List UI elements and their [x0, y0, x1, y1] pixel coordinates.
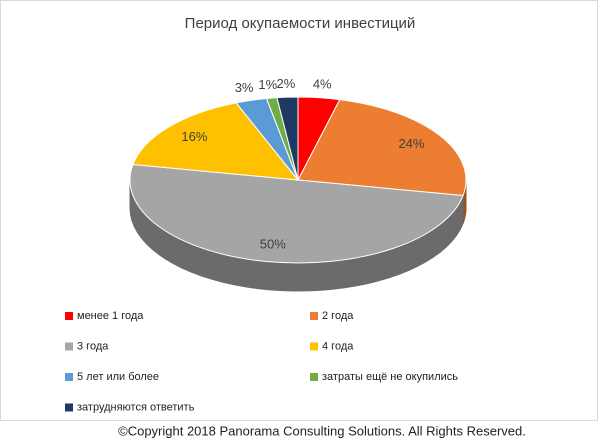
data-label: 1%: [258, 77, 277, 92]
data-label: 16%: [181, 129, 207, 144]
data-label: 24%: [398, 136, 424, 151]
data-label: 4%: [313, 77, 332, 92]
data-label: 2%: [276, 76, 295, 91]
slice: [297, 99, 467, 197]
legend-label: менее 1 года: [77, 310, 144, 322]
legend-label: 5 лет или более: [77, 371, 159, 383]
legend-swatch: [310, 312, 318, 320]
legend-swatch: [310, 373, 318, 381]
copyright: ©Copyright 2018 Panorama Consulting Solu…: [118, 423, 526, 438]
legend-swatch: [65, 373, 73, 381]
slice: [276, 96, 299, 181]
legend-label: 3 года: [77, 340, 109, 352]
legend-label: 2 года: [322, 310, 354, 322]
legend-swatch: [65, 312, 73, 320]
chart-title: Период окупаемости инвестиций: [185, 15, 416, 32]
slice: [132, 102, 300, 181]
legend-label: 4 года: [322, 340, 354, 352]
data-label: 50%: [260, 237, 286, 252]
legend-swatch: [65, 342, 73, 351]
data-label: 3%: [235, 80, 254, 95]
slice: [129, 163, 464, 264]
legend-swatch: [310, 342, 318, 351]
legend-swatch: [65, 403, 73, 412]
legend-label: затраты ещё не окупились: [322, 371, 458, 383]
legend-label: затрудняются ответить: [77, 401, 195, 413]
